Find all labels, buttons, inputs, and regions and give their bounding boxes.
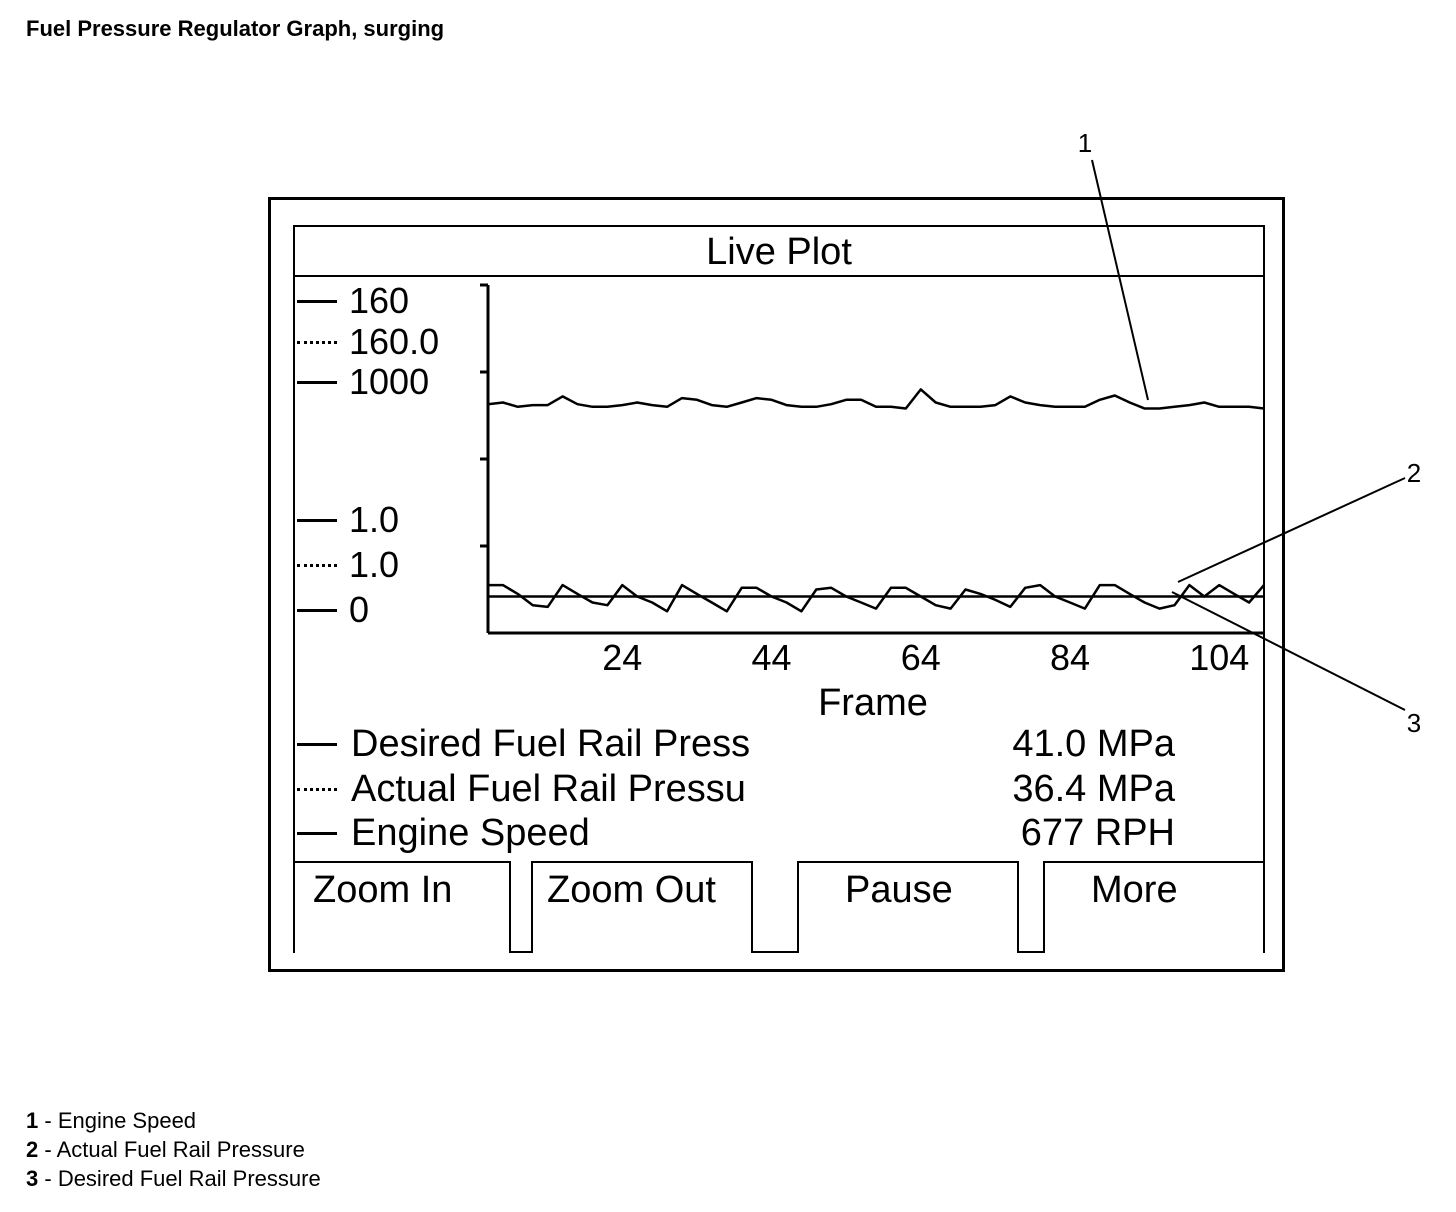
series-actual-fuel-rail-pressure-line — [488, 583, 1265, 613]
solid-line-icon — [297, 743, 337, 746]
scale-value: 1.0 — [349, 499, 400, 540]
x-axis-label: Frame — [818, 682, 928, 724]
page-title: Fuel Pressure Regulator Graph, surging — [26, 16, 445, 41]
footnote-sep: - — [38, 1108, 58, 1133]
solid-line-icon — [297, 518, 337, 522]
footnote-text: Actual Fuel Rail Pressure — [56, 1137, 305, 1162]
footnote-item: 2 - Actual Fuel Rail Pressure — [26, 1135, 321, 1164]
scale-label-3: 1000 — [295, 362, 429, 402]
x-tick-label: 104 — [1189, 637, 1249, 678]
x-tick-label: 44 — [752, 637, 792, 678]
footnote-item: 3 - Desired Fuel Rail Pressure — [26, 1164, 321, 1193]
more-button[interactable]: More — [1043, 861, 1263, 953]
legend-row-actual-pressure: Actual Fuel Rail Pressu 36.4 MPa — [295, 767, 1263, 811]
dotted-line-icon — [297, 563, 337, 567]
callout-number-1: 1 — [1078, 128, 1092, 158]
zoom-in-button[interactable]: Zoom In — [295, 861, 511, 953]
scale-value: 160 — [349, 280, 410, 321]
scale-label-4: 1.0 — [295, 500, 399, 540]
legend-row-desired-pressure: Desired Fuel Rail Press 41.0 MPa — [295, 722, 1263, 766]
x-tick-label: 64 — [901, 637, 941, 678]
screen-title: Live Plot — [295, 227, 1263, 277]
scale-value: 1.0 — [349, 544, 400, 585]
footnote-number: 2 — [26, 1137, 39, 1162]
footnote-number: 1 — [26, 1108, 39, 1133]
callout-number-3: 3 — [1407, 708, 1421, 738]
scale-value: 0 — [349, 589, 370, 630]
scale-label-6: 0 — [295, 590, 369, 630]
dotted-line-icon — [297, 788, 337, 791]
callout-leader-3 — [1171, 591, 1406, 711]
series-engine-speed-line — [487, 388, 1265, 410]
callout-leader-1 — [1091, 159, 1149, 401]
solid-line-icon — [297, 608, 337, 612]
scale-value: 160.0 — [349, 321, 440, 362]
legend-value: 677 RPH — [1020, 812, 1175, 854]
legend-value: 41.0 MPa — [1012, 723, 1175, 765]
more-label: More — [1091, 869, 1178, 911]
x-tick-label: 24 — [602, 637, 642, 678]
legend-value: 36.4 MPa — [1012, 768, 1175, 810]
legend-name: Actual Fuel Rail Pressu — [351, 768, 746, 810]
callout-leader-2 — [1177, 477, 1406, 583]
footnote-number: 3 — [26, 1166, 39, 1191]
solid-line-icon — [297, 832, 337, 835]
legend-row-engine-speed: Engine Speed 677 RPH — [295, 811, 1263, 855]
pause-button[interactable]: Pause — [797, 861, 1019, 953]
solid-line-icon — [297, 380, 337, 384]
x-tick-label: 84 — [1050, 637, 1090, 678]
zoom-in-label: Zoom In — [313, 869, 453, 911]
legend-name: Desired Fuel Rail Press — [351, 723, 751, 765]
footnote-text: Engine Speed — [57, 1108, 197, 1133]
scale-value: 1000 — [349, 361, 430, 402]
callout-number-2: 2 — [1407, 458, 1421, 488]
scan-tool-screen: Live Plot 160 160.0 1000 1.0 1.0 0 Desir… — [293, 225, 1265, 953]
footnote-item: 1 - Engine Speed — [26, 1106, 321, 1135]
series-group — [487, 388, 1265, 613]
dotted-line-icon — [297, 340, 337, 344]
zoom-out-button[interactable]: Zoom Out — [531, 861, 753, 953]
scale-label-5: 1.0 — [295, 545, 399, 585]
legend-name: Engine Speed — [351, 812, 590, 854]
scan-tool-frame — [268, 197, 1285, 972]
scale-label-2: 160.0 — [295, 322, 439, 362]
pause-label: Pause — [845, 869, 953, 911]
scale-label-1: 160 — [295, 281, 409, 321]
solid-line-icon — [297, 299, 337, 303]
callout-legend: 1 - Engine Speed 2 - Actual Fuel Rail Pr… — [26, 1106, 321, 1193]
footnote-sep: - — [38, 1137, 57, 1162]
footnote-sep: - — [38, 1166, 58, 1191]
zoom-out-label: Zoom Out — [547, 869, 716, 911]
footnote-text: Desired Fuel Rail Pressure — [57, 1166, 321, 1191]
